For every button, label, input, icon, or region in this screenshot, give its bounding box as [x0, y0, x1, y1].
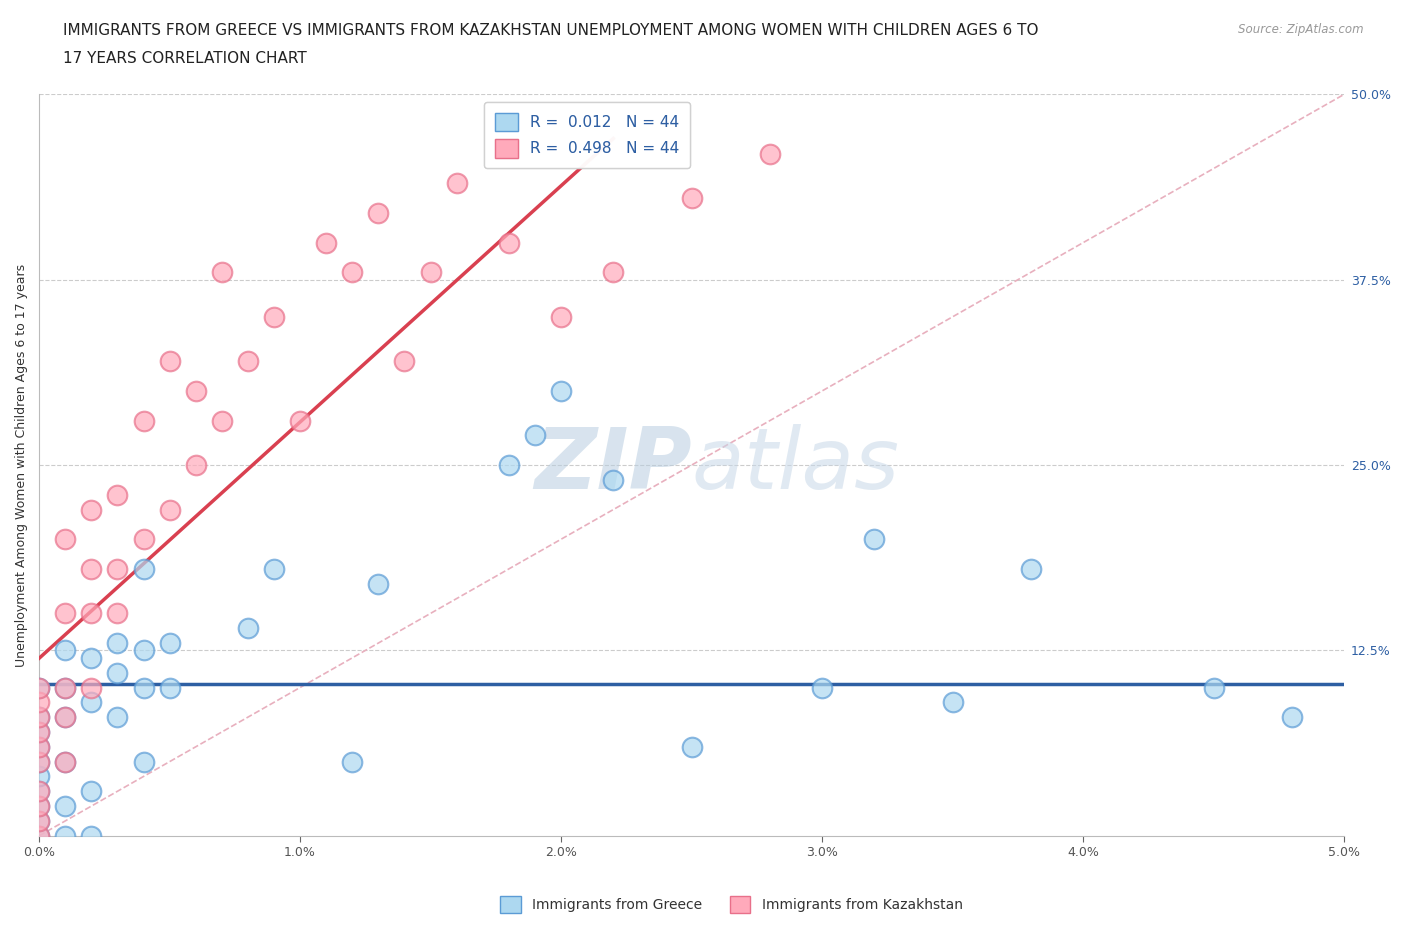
- Point: [550, 383, 572, 398]
- Point: [28, 814, 51, 829]
- Point: [28, 739, 51, 754]
- Point: [498, 235, 520, 250]
- Point: [28, 724, 51, 739]
- Point: [107, 710, 129, 724]
- Point: [419, 265, 441, 280]
- Point: [394, 353, 416, 368]
- Point: [132, 754, 155, 769]
- Point: [342, 265, 364, 280]
- Point: [28, 829, 51, 844]
- Point: [263, 562, 285, 577]
- Point: [159, 635, 181, 650]
- Point: [80, 606, 103, 621]
- Point: [159, 502, 181, 517]
- Point: [236, 353, 259, 368]
- Text: 17 YEARS CORRELATION CHART: 17 YEARS CORRELATION CHART: [63, 51, 307, 66]
- Point: [28, 754, 51, 769]
- Point: [159, 353, 181, 368]
- Point: [315, 235, 337, 250]
- Point: [811, 680, 834, 695]
- Point: [602, 265, 624, 280]
- Point: [28, 784, 51, 799]
- Point: [681, 191, 703, 206]
- Point: [107, 562, 129, 577]
- Point: [184, 383, 207, 398]
- Legend: R =  0.012   N = 44, R =  0.498   N = 44: R = 0.012 N = 44, R = 0.498 N = 44: [484, 102, 690, 168]
- Point: [107, 635, 129, 650]
- Point: [53, 643, 76, 658]
- Point: [53, 710, 76, 724]
- Legend: Immigrants from Greece, Immigrants from Kazakhstan: Immigrants from Greece, Immigrants from …: [494, 890, 969, 919]
- Point: [80, 829, 103, 844]
- Point: [211, 265, 233, 280]
- Point: [53, 532, 76, 547]
- Point: [159, 680, 181, 695]
- Point: [342, 754, 364, 769]
- Point: [184, 458, 207, 472]
- Point: [524, 428, 547, 443]
- Point: [132, 643, 155, 658]
- Point: [1019, 562, 1042, 577]
- Point: [28, 710, 51, 724]
- Point: [28, 680, 51, 695]
- Point: [28, 769, 51, 784]
- Point: [602, 472, 624, 487]
- Point: [132, 413, 155, 428]
- Point: [28, 784, 51, 799]
- Point: [80, 680, 103, 695]
- Point: [28, 799, 51, 814]
- Point: [28, 695, 51, 710]
- Point: [28, 814, 51, 829]
- Point: [28, 724, 51, 739]
- Point: [446, 176, 468, 191]
- Point: [53, 710, 76, 724]
- Text: ZIP: ZIP: [534, 423, 692, 507]
- Point: [367, 206, 389, 220]
- Point: [550, 310, 572, 325]
- Point: [28, 754, 51, 769]
- Point: [942, 695, 965, 710]
- Point: [863, 532, 886, 547]
- Point: [367, 577, 389, 591]
- Point: [132, 532, 155, 547]
- Text: IMMIGRANTS FROM GREECE VS IMMIGRANTS FROM KAZAKHSTAN UNEMPLOYMENT AMONG WOMEN WI: IMMIGRANTS FROM GREECE VS IMMIGRANTS FRO…: [63, 23, 1039, 38]
- Point: [132, 562, 155, 577]
- Point: [28, 680, 51, 695]
- Point: [28, 710, 51, 724]
- Point: [288, 413, 311, 428]
- Point: [1202, 680, 1225, 695]
- Point: [1281, 710, 1303, 724]
- Point: [28, 799, 51, 814]
- Point: [80, 784, 103, 799]
- Point: [107, 665, 129, 680]
- Point: [53, 680, 76, 695]
- Point: [236, 620, 259, 635]
- Point: [53, 829, 76, 844]
- Point: [759, 146, 782, 161]
- Point: [80, 650, 103, 665]
- Y-axis label: Unemployment Among Women with Children Ages 6 to 17 years: Unemployment Among Women with Children A…: [15, 263, 28, 667]
- Text: atlas: atlas: [692, 423, 900, 507]
- Point: [80, 502, 103, 517]
- Point: [263, 310, 285, 325]
- Point: [53, 606, 76, 621]
- Point: [80, 562, 103, 577]
- Point: [53, 680, 76, 695]
- Point: [107, 487, 129, 502]
- Point: [80, 695, 103, 710]
- Point: [28, 829, 51, 844]
- Point: [107, 606, 129, 621]
- Point: [681, 739, 703, 754]
- Text: Source: ZipAtlas.com: Source: ZipAtlas.com: [1239, 23, 1364, 36]
- Point: [53, 754, 76, 769]
- Point: [53, 754, 76, 769]
- Point: [53, 799, 76, 814]
- Point: [211, 413, 233, 428]
- Point: [28, 739, 51, 754]
- Point: [498, 458, 520, 472]
- Point: [132, 680, 155, 695]
